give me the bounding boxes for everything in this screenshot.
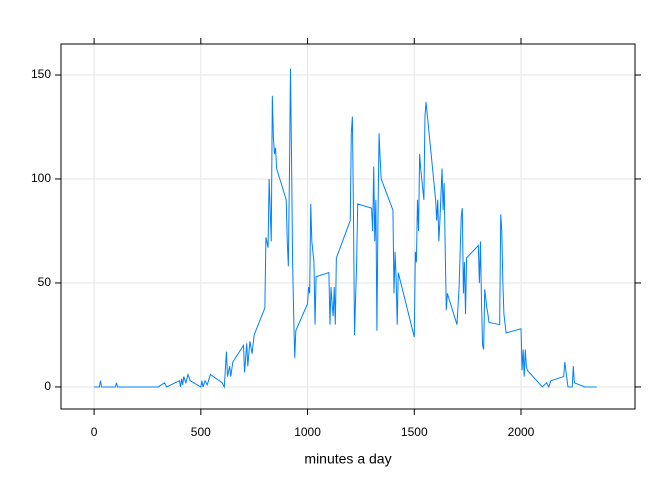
data-line [94,68,597,389]
y-tick-label: 150 [31,67,51,81]
y-tick-label: 0 [44,379,51,393]
x-axis-title: minutes a day [304,451,391,467]
x-tick-label: 1000 [294,425,321,439]
x-tick-label: 1500 [401,425,428,439]
y-tick-label: 100 [31,171,51,185]
y-tick-label: 50 [38,275,52,289]
plot-frame [60,43,636,410]
x-tick-label: 2000 [508,425,535,439]
x-tick-label: 0 [91,425,98,439]
x-tick-label: 500 [191,425,211,439]
